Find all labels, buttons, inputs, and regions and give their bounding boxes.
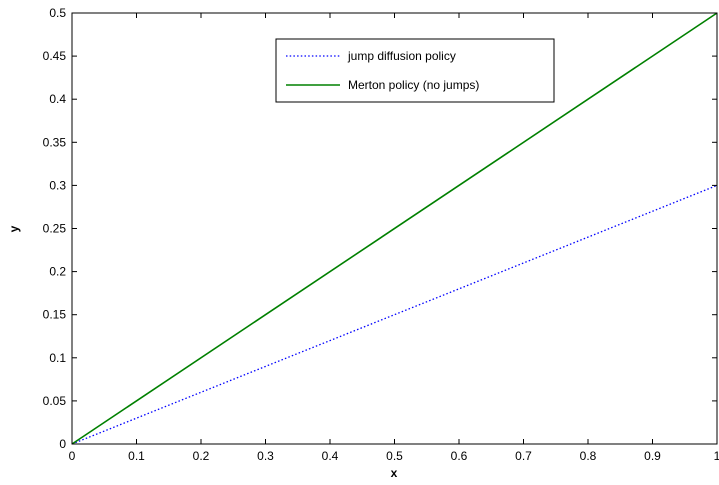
x-tick-label: 0.9 [644,449,661,463]
x-tick-label: 0.1 [128,449,145,463]
y-tick-label: 0.2 [49,265,66,279]
x-tick-label: 0.8 [580,449,597,463]
legend-box [275,38,555,103]
y-tick-label: 0.4 [49,92,66,106]
x-tick-label: 0 [69,449,76,463]
y-tick-label: 0.35 [43,135,67,149]
x-tick-label: 0.5 [386,449,403,463]
legend-label-1: jump diffusion policy [347,49,456,63]
series-line-1 [71,184,718,445]
y-tick-label: 0.3 [49,178,66,192]
y-tick-label: 0.25 [43,222,67,236]
x-axis-label: x [391,466,398,480]
x-tick-label: 0.3 [257,449,274,463]
legend-label-2: Merton policy (no jumps) [348,78,479,92]
x-tick-label: 0.6 [451,449,468,463]
y-tick-label: 0.45 [43,49,67,63]
x-tick-label: 0.4 [322,449,339,463]
y-tick-label: 0.5 [49,6,66,20]
y-tick-label: 0.05 [43,394,67,408]
x-tick-label: 0.2 [193,449,210,463]
x-tick-label: 1 [714,449,719,463]
x-tick-label: 0.7 [515,449,532,463]
y-axis-label: y [7,225,21,232]
series-layer [71,12,718,445]
series-line-2 [71,12,718,445]
legend: jump diffusion policy Merton policy (no j… [275,38,555,103]
y-tick-label: 0.15 [43,308,67,322]
y-tick-label: 0.1 [49,351,66,365]
ticks-layer: 0 0.1 0.2 0.3 0.4 0.5 0.6 0.7 0.8 0.9 1 0 0.05 0.1 0.1… [43,6,719,463]
y-tick-label: 0 [59,437,66,451]
